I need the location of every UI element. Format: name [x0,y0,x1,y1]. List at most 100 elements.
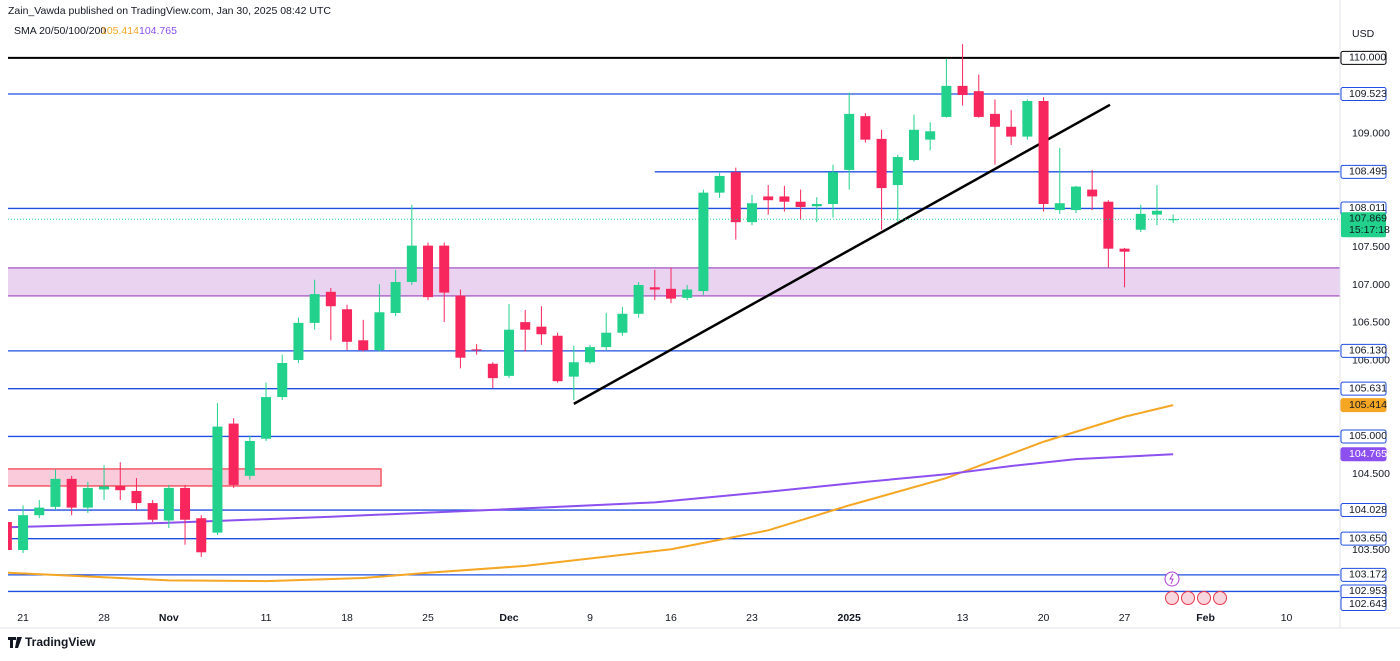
candle-body [1168,219,1179,221]
candle-body [99,486,110,490]
x-tick-label: 28 [98,612,110,624]
x-tick-label: Feb [1196,612,1215,624]
candle-body [228,423,239,485]
x-tick-label: 20 [1038,612,1050,624]
candle-body [34,507,45,516]
candle-body [682,289,693,298]
trendline [573,103,1111,405]
level-label-box [1340,567,1387,582]
candle-body [212,426,223,533]
y-tick-label: 109.000 [1352,127,1390,139]
candle-body [1119,248,1130,252]
level-label: 104.028 [1349,504,1387,516]
brand: TradingView [25,635,96,649]
indicator-label: SMA 20/50/100/200 [14,25,106,37]
candle-body [795,201,806,208]
candle-body [1022,101,1033,137]
countdown: 15:17:18 [1349,224,1390,236]
candle-body [536,326,547,335]
candle-body [844,113,855,170]
candle-body [908,129,919,161]
sma-value: 104.765 [139,25,177,37]
sma-axis-label: 105.414 [1349,399,1387,411]
sma-value: 105.414 [101,25,139,37]
candle-body [1038,101,1049,204]
candle-body [504,329,515,376]
candle-body [585,347,596,363]
y-tick-label: 107.000 [1352,279,1390,291]
x-tick-label: 18 [341,612,353,624]
publisher-line: Zain_Vawda published on TradingView.com,… [8,5,331,17]
y-tick-label: 106.500 [1352,317,1390,329]
candle-body [860,116,871,140]
candle-body [325,291,336,307]
level-label: 103.172 [1349,569,1387,581]
level-label-box [1340,597,1387,611]
x-tick-label: 16 [665,612,677,624]
x-tick-label: 27 [1119,612,1131,624]
candle-body [649,287,660,290]
sma-axis-label-box [1340,447,1387,462]
brand-logo [8,637,22,648]
event-icon-glyph [1169,573,1174,585]
sma-axis-label-box [1340,398,1387,413]
candle-body [827,172,838,204]
candle-body [601,332,612,348]
level-label: 106.130 [1349,345,1387,357]
level-label-box [1340,381,1387,396]
plot-area [8,44,1340,593]
candle-body [1135,213,1146,230]
level-label-box [1340,343,1387,358]
candle-body [390,281,401,314]
level-label: 109.523 [1349,88,1387,100]
candle-body [763,196,774,201]
candle-body [406,245,417,282]
candle-body [666,288,677,299]
event-flags[interactable] [1165,591,1227,605]
level-label: 108.495 [1349,166,1387,178]
level-label: 108.011 [1349,202,1386,214]
x-tick-label: 21 [17,612,29,624]
candle-body [698,192,709,292]
candle-body [277,363,288,398]
candle-body [423,245,434,298]
candle-body [973,91,984,117]
level-label-box [1340,429,1387,444]
sma-line [8,453,1174,529]
level-label: 110.000 [1349,52,1386,64]
sma-axis-label: 104.765 [1349,448,1387,460]
candle-body [261,397,272,439]
candle-body [163,487,174,521]
y-tick-label: 104.500 [1352,468,1390,480]
x-tick-label: 13 [957,612,969,624]
candle-body [342,309,353,342]
candle-body [957,85,968,95]
candle-body [876,138,887,189]
candle-body [50,478,61,507]
candle-body [293,322,304,360]
candle-body [714,175,725,193]
candle-body [115,486,126,491]
level-label: 103.650 [1349,532,1387,544]
candle-body [892,157,903,186]
candle-body [455,295,466,358]
level-label-box [1340,164,1387,179]
candle-body [82,487,93,508]
candle-body [1006,126,1017,137]
candle-body [989,113,1000,127]
candle-body [746,203,757,223]
level-label-box [1340,531,1387,546]
candle-body [552,335,563,382]
level-label: 102.953 [1349,585,1387,597]
candle-body [358,340,369,351]
x-tick-label: Nov [159,612,179,624]
candle-body [730,172,741,223]
level-label: 102.643 [1349,598,1387,610]
candle-body [941,85,952,117]
zone [8,468,382,487]
candle-body [1070,186,1081,211]
level-label: 105.000 [1349,430,1387,442]
candle-body [147,503,158,520]
candle-body [309,294,320,323]
